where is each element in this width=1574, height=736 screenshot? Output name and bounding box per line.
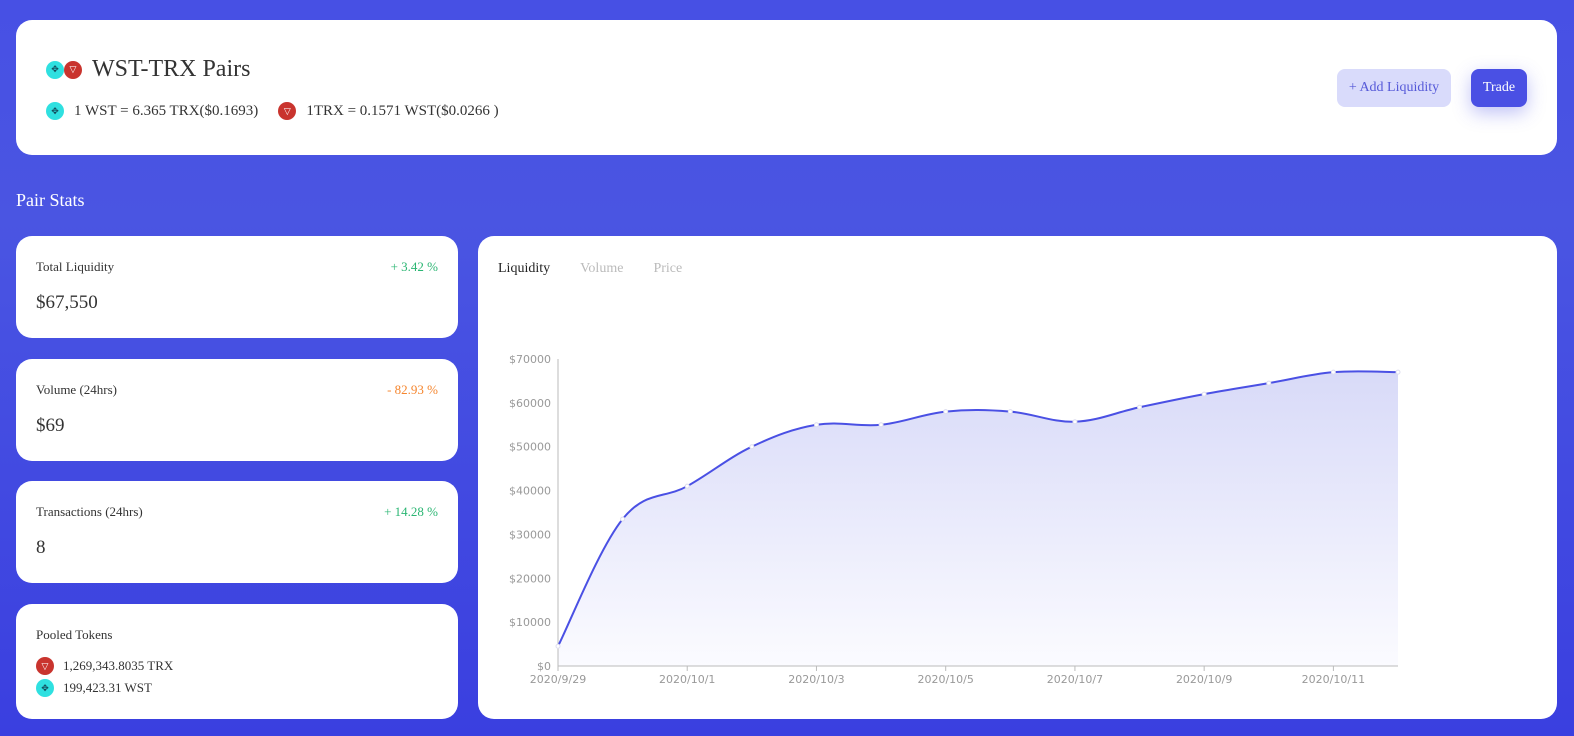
pooled-wst: ✥ 199,423.31 WST bbox=[36, 679, 152, 697]
stat-change: + 14.28 % bbox=[384, 504, 438, 519]
pair-title: ✥ ▽ WST-TRX Pairs bbox=[46, 56, 250, 83]
data-point bbox=[943, 409, 949, 415]
data-point bbox=[1137, 404, 1143, 410]
y-tick-label: $40000 bbox=[509, 485, 551, 498]
stat-value: $69 bbox=[36, 415, 65, 436]
y-tick-label: $30000 bbox=[509, 528, 551, 541]
tab-volume[interactable]: Volume bbox=[580, 261, 624, 276]
data-point bbox=[749, 444, 755, 450]
stat-label: Volume (24hrs) bbox=[36, 382, 118, 397]
trade-button[interactable]: Trade bbox=[1471, 69, 1527, 107]
pair-header: ✥ ▽ WST-TRX Pairs ✥ 1 WST = 6.365 TRX($0… bbox=[16, 20, 1557, 155]
x-tick-label: 2020/10/3 bbox=[788, 673, 844, 686]
stat-transactions: Transactions (24hrs) + 14.28 % 8 bbox=[16, 481, 458, 583]
y-tick-label: $20000 bbox=[509, 572, 551, 585]
x-tick-label: 2020/9/29 bbox=[530, 673, 586, 686]
data-point bbox=[813, 422, 819, 428]
y-tick-label: $70000 bbox=[509, 353, 551, 366]
trx-token-icon: ▽ bbox=[36, 657, 54, 675]
stat-label: Pooled Tokens bbox=[36, 627, 113, 642]
data-point bbox=[684, 483, 690, 489]
data-point bbox=[620, 516, 626, 522]
data-point bbox=[1266, 380, 1272, 386]
x-tick-label: 2020/10/1 bbox=[659, 673, 715, 686]
wst-token-icon: ✥ bbox=[46, 102, 64, 120]
data-point bbox=[1201, 391, 1207, 397]
stat-label: Transactions (24hrs) bbox=[36, 504, 143, 519]
x-tick-label: 2020/10/9 bbox=[1176, 673, 1232, 686]
x-tick-label: 2020/10/7 bbox=[1047, 673, 1103, 686]
y-tick-label: $10000 bbox=[509, 616, 551, 629]
chart-tabs: Liquidity Volume Price bbox=[498, 261, 682, 277]
chart-area bbox=[558, 371, 1398, 666]
trx-token-icon: ▽ bbox=[278, 102, 297, 120]
chart-card: Liquidity Volume Price $0 $10000 $20000 $30… bbox=[478, 236, 1557, 719]
series-line bbox=[557, 370, 1399, 647]
x-tick-label: 2020/10/11 bbox=[1302, 673, 1365, 686]
stat-value: 8 bbox=[36, 537, 46, 558]
stat-label: Total Liquidity bbox=[36, 259, 115, 274]
pooled-wst-amount: 199,423.31 WST bbox=[63, 680, 152, 695]
data-point bbox=[1072, 419, 1078, 425]
data-point bbox=[1007, 409, 1013, 415]
trx-rate: 1TRX = 0.1571 WST($0.0266 ) bbox=[306, 102, 499, 119]
stat-change: - 82.93 % bbox=[387, 382, 438, 397]
wst-token-icon: ✥ bbox=[36, 679, 54, 697]
trx-token-icon: ▽ bbox=[64, 60, 82, 79]
pooled-tokens: Pooled Tokens ▽ 1,269,343.8035 TRX ✥ 199… bbox=[16, 604, 458, 719]
data-point bbox=[555, 643, 561, 649]
stat-change: + 3.42 % bbox=[390, 259, 438, 274]
x-tick-label: 2020/10/5 bbox=[917, 673, 973, 686]
section-title: Pair Stats bbox=[16, 190, 85, 210]
add-liquidity-button[interactable]: + Add Liquidity bbox=[1337, 69, 1451, 107]
wst-rate: 1 WST = 6.365 TRX($0.1693) bbox=[74, 102, 259, 119]
y-tick-label: $0 bbox=[537, 660, 551, 673]
data-point bbox=[1330, 369, 1336, 375]
stat-value: $67,550 bbox=[36, 292, 98, 313]
y-tick-label: $60000 bbox=[509, 397, 551, 410]
pooled-trx: ▽ 1,269,343.8035 TRX bbox=[36, 657, 173, 675]
tab-price[interactable]: Price bbox=[653, 261, 683, 276]
exchange-rates: ✥ 1 WST = 6.365 TRX($0.1693) ▽ 1TRX = 0.… bbox=[46, 102, 519, 120]
stat-volume: Volume (24hrs) - 82.93 % $69 bbox=[16, 359, 458, 461]
pair-title-text: WST-TRX Pairs bbox=[92, 56, 251, 82]
wst-token-icon: ✥ bbox=[46, 60, 64, 79]
liquidity-chart: $0 $10000 $20000 $30000 $40000 $50000 $60000 $7… bbox=[509, 353, 1401, 686]
stat-total-liquidity: Total Liquidity + 3.42 % $67,550 bbox=[16, 236, 458, 338]
tab-liquidity[interactable]: Liquidity bbox=[498, 261, 551, 276]
y-tick-label: $50000 bbox=[509, 441, 551, 454]
data-point bbox=[878, 422, 884, 428]
pooled-trx-amount: 1,269,343.8035 TRX bbox=[63, 658, 174, 673]
data-point bbox=[1395, 369, 1401, 375]
